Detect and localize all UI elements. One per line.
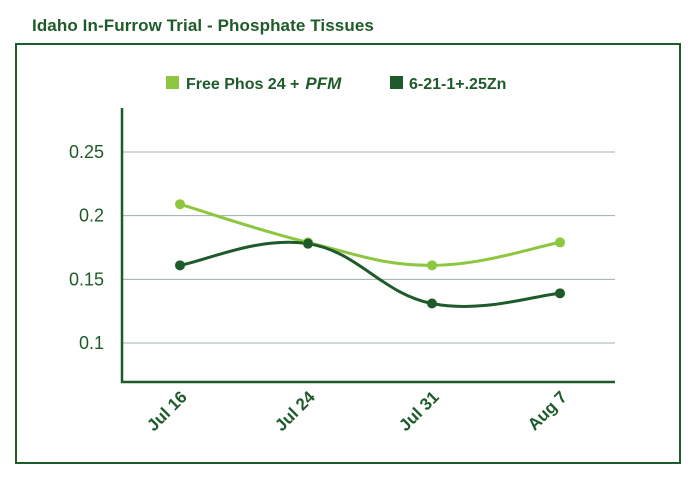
- x-tick-label: Aug 7: [524, 387, 571, 434]
- series-lines: [179, 202, 561, 308]
- legend-swatch-free-phos: [166, 76, 179, 89]
- y-tick-labels: 0.1 0.15 0.2 0.25: [69, 142, 104, 353]
- x-tick-labels: Jul 16 Jul 24 Jul 31 Aug 7: [143, 387, 571, 435]
- legend: Free Phos 24 + PFM 6-21-1+.25Zn: [166, 74, 506, 93]
- data-point: [555, 237, 565, 248]
- data-point: [303, 238, 313, 249]
- data-point: [175, 199, 185, 210]
- data-point: [427, 260, 437, 271]
- axes: [120, 108, 615, 384]
- x-tick-label: Jul 24: [271, 387, 319, 435]
- chart-frame: [15, 43, 681, 464]
- legend-label-6-21-1: 6-21-1+.25Zn: [409, 76, 506, 93]
- legend-label-pfm: PFM: [305, 74, 342, 93]
- legend-label-free-phos: Free Phos 24 +: [186, 76, 299, 93]
- data-point: [427, 298, 437, 309]
- y-tick-label: 0.15: [69, 269, 104, 289]
- series-line-2: [179, 240, 561, 308]
- x-tick-label: Jul 16: [143, 387, 191, 435]
- y-tick-label: 0.1: [79, 333, 104, 353]
- series-points: [175, 199, 565, 309]
- series-line-1: [179, 202, 561, 267]
- x-tick-label: Jul 31: [395, 387, 443, 435]
- y-tick-label: 0.2: [79, 206, 104, 226]
- y-tick-label: 0.25: [69, 142, 104, 162]
- chart-title: Idaho In-Furrow Trial - Phosphate Tissue…: [32, 16, 374, 35]
- data-point: [555, 288, 565, 299]
- gridlines: [122, 151, 615, 344]
- legend-swatch-6-21-1: [390, 76, 403, 89]
- data-point: [175, 260, 185, 271]
